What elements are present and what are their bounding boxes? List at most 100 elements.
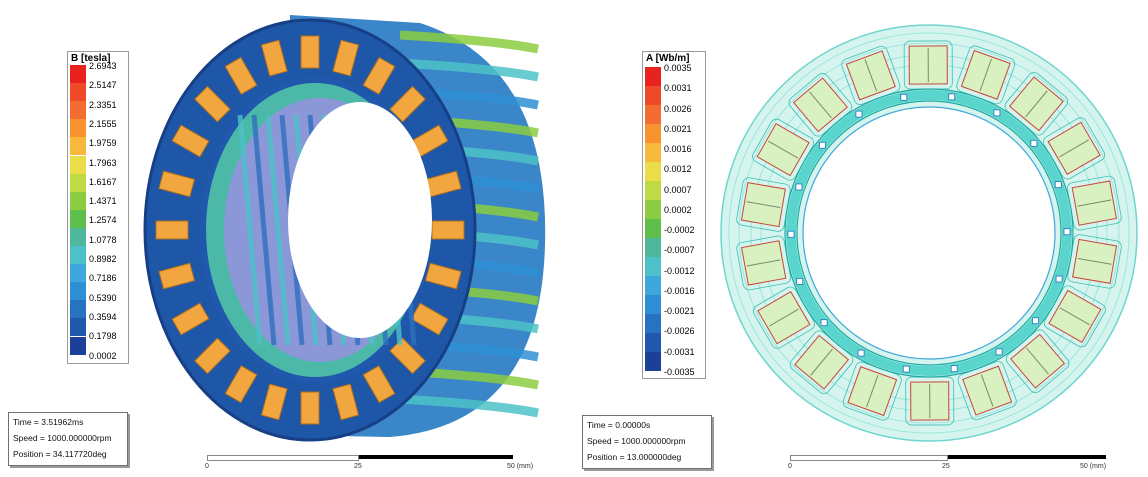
stator-front-edge: [143, 18, 477, 442]
legend-value-label: 2.6943: [89, 61, 117, 71]
legend-swatch: [70, 65, 86, 84]
legend-title: A [Wb/m]: [646, 53, 690, 64]
slot-divider: [746, 259, 781, 267]
simulation-info-box: Time = 0.00000s Speed = 1000.000000rpm P…: [582, 415, 712, 469]
legend-swatch: [70, 137, 86, 156]
winding-coil: [362, 365, 396, 404]
slot-divider: [866, 374, 879, 408]
scale-bar: 0 25 50 (mm): [788, 455, 1107, 477]
winding-coil: [389, 337, 426, 375]
legend-value-label: 2.1555: [89, 118, 117, 129]
speed-readout: Speed = 1000.000000rpm: [13, 433, 112, 443]
speed-readout: Speed = 1000.000000rpm: [587, 436, 686, 446]
tooth-tip: [796, 277, 804, 285]
scale-tick-50: 50 (mm): [1080, 463, 1107, 470]
legend-value-label: -0.0035: [664, 367, 695, 377]
legend-swatch: [645, 200, 661, 219]
winding-coil: [158, 262, 196, 290]
tooth-tip: [795, 183, 803, 191]
tooth-tip: [1032, 317, 1039, 325]
legend-swatch: [645, 314, 661, 333]
legend-value-label: 0.0035: [664, 63, 692, 73]
legend-swatch: [70, 264, 86, 283]
tooth-tip: [1055, 275, 1063, 283]
winding-coil: [431, 220, 465, 240]
surface-field-band: [399, 30, 539, 54]
bore-opening: [288, 102, 432, 338]
winding-coil: [171, 302, 210, 336]
winding-coil: [362, 56, 396, 95]
legend-value-label: 0.0031: [664, 83, 692, 94]
slot-divider: [979, 58, 992, 92]
legend-value-label: 0.8982: [89, 254, 117, 265]
winding-coil: [300, 35, 320, 69]
winding-coil: [171, 124, 210, 158]
position-readout: Position = 34.117720deg: [13, 449, 107, 459]
legend-swatch: [645, 238, 661, 257]
legend-swatch: [70, 101, 86, 120]
flux-contour-line: [728, 32, 1130, 434]
legend-value-label: -0.0007: [664, 245, 695, 256]
scale-tick-25: 25: [942, 463, 950, 470]
winding-coil: [300, 391, 320, 425]
slot-divider: [746, 201, 781, 208]
legend-swatch: [645, 86, 661, 105]
tooth-tip: [820, 319, 828, 327]
legend-swatch: [70, 300, 86, 319]
legend-value-label: 0.0016: [664, 144, 692, 155]
slot-divider: [864, 59, 878, 92]
legend-swatch: [70, 336, 86, 355]
legend-value-label: 2.5147: [89, 80, 117, 91]
flux-contour-line: [784, 88, 1074, 378]
flux-contour-line: [738, 42, 1120, 424]
legend-value-label: 1.2574: [89, 215, 117, 226]
legend-swatch: [645, 352, 661, 371]
legend-value-label: 0.0002: [664, 204, 692, 215]
slot-divider: [980, 374, 994, 407]
legend-swatch: [70, 155, 86, 174]
tooth-tip: [948, 93, 956, 101]
time-readout: Time = 0.00000s: [587, 420, 651, 430]
slot-divider: [810, 348, 833, 376]
winding-coil: [155, 220, 189, 240]
winding-coil: [224, 56, 258, 95]
scale-bar: 0 25 50 (mm): [205, 455, 533, 477]
winding-coil: [194, 85, 231, 123]
legend-value-label: 0.0026: [664, 103, 692, 114]
scale-tick-0: 0: [788, 463, 792, 470]
legend-value-label: 0.0021: [664, 123, 692, 134]
winding-coil: [260, 383, 288, 421]
legend-value-label: -0.0031: [664, 346, 695, 357]
legend-value-label: 0.1798: [89, 331, 117, 342]
legend-swatch: [70, 318, 86, 337]
winding-coil: [332, 383, 360, 421]
position-readout: Position = 13.000000deg: [587, 452, 682, 462]
slot-divider: [768, 308, 799, 327]
bore-stripe: [251, 114, 277, 346]
left-field-plot-panel: B [tesla] 2.6943 2.5147 2.3351 2.1555 1.9759…: [8, 15, 546, 477]
tooth-tip: [950, 365, 958, 373]
winding-coil: [158, 170, 196, 198]
tooth-tip: [787, 230, 795, 238]
winding-coil: [332, 39, 360, 77]
stator-3d-model: [143, 15, 546, 442]
legend-value-label: -0.0012: [664, 265, 695, 276]
slot-divider: [1026, 347, 1049, 375]
winding-coil: [424, 262, 462, 290]
tooth-tip: [819, 141, 826, 149]
legend-swatch: [645, 67, 661, 86]
tooth-tip: [993, 109, 1001, 117]
legend-value-label: 1.0778: [89, 234, 117, 245]
legend-swatch: [70, 282, 86, 301]
surface-field-band: [399, 394, 539, 418]
legend-swatch: [645, 162, 661, 181]
legend-value-label: 1.7963: [89, 157, 117, 168]
rotor-bore: [802, 106, 1056, 360]
winding-coil: [260, 39, 288, 77]
winding-coil: [410, 302, 449, 336]
legend-swatch: [645, 124, 661, 143]
legend-swatch: [70, 83, 86, 102]
right-flux-plot-panel: A [Wb/m] 0.0035 0.0031 0.0026 0.0021 0.0016 0…: [574, 0, 1148, 477]
legend-swatch: [70, 191, 86, 210]
legend-value-label: 0.5390: [89, 292, 117, 303]
